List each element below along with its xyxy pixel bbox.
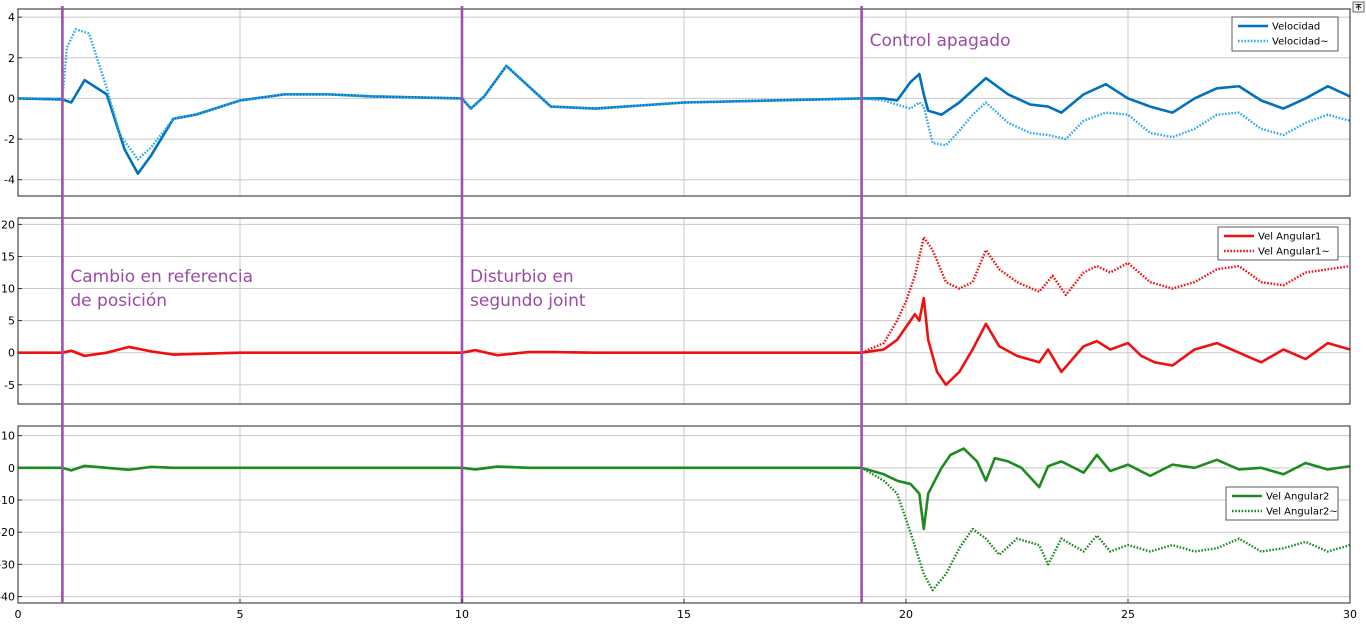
legend: Velocidad Velocidad~ [1231, 16, 1339, 52]
series-measured-line [18, 296, 1350, 387]
legend: Vel Angular1 Vel Angular1~ [1217, 226, 1339, 261]
series-estimate-line [18, 236, 1350, 358]
legend: Vel Angular2 Vel Angular2~ [1225, 486, 1339, 521]
series-estimate-line [18, 28, 1350, 161]
x-tick-label: 0 [15, 608, 22, 621]
x-tick-label: 5 [237, 608, 244, 621]
y-tick-label: 0 [8, 347, 15, 360]
series-measured-line [18, 64, 1350, 175]
y-tick-label: 10 [1, 283, 15, 296]
y-tick-label: 4 [8, 11, 15, 24]
x-tick-label: 10 [455, 608, 469, 621]
event-annotation: Cambio en referencia [70, 267, 253, 287]
panels-layer: -4-2024VelocidadVelocidad~-505101520Vel … [0, 8, 1351, 604]
panel-3: -40 -30 -20 -10 0 10 Vel Angular2 Vel Angular2~ [0, 425, 1351, 604]
y-tick-label: 10 [1, 430, 15, 443]
legend-box [1217, 226, 1339, 261]
legend-label: Velocidad [1272, 22, 1320, 33]
y-tick-label: -10 [0, 494, 15, 507]
panel-2: -5 0 5 10 15 20 Vel Angular1 Vel Angular1~ [1, 217, 1351, 405]
x-tick-label: 25 [1121, 608, 1135, 621]
y-tick-label: 20 [1, 218, 15, 231]
plot-frame [17, 217, 1351, 405]
series-estimate-line [18, 464, 1350, 592]
y-tick-label: -5 [4, 379, 15, 392]
y-tick-label: -2 [4, 133, 15, 146]
legend-label: Vel Angular1 [1258, 232, 1321, 243]
x-tick-label: 30 [1343, 608, 1357, 621]
y-tick-label: 2 [8, 52, 15, 65]
y-tick-label: 0 [8, 462, 15, 475]
x-tick-label: 20 [899, 608, 913, 621]
event-annotation: Disturbio en [470, 267, 574, 287]
event-annotation: de posición [70, 291, 167, 311]
expand-icon[interactable] [1352, 1, 1365, 13]
y-tick-label: -40 [0, 591, 15, 604]
x-axis: 0 5 10 15 20 25 30 [15, 599, 1357, 621]
legend-box [1231, 16, 1339, 52]
y-tick-label: 5 [8, 315, 15, 328]
event-annotation: segundo joint [470, 291, 586, 311]
y-tick-label: -30 [0, 558, 15, 571]
y-tick-label: -20 [0, 526, 15, 539]
y-tick-label: -4 [4, 174, 15, 187]
legend-box [1225, 486, 1339, 521]
legend-label: Vel Angular2 [1266, 492, 1329, 503]
legend-label: Vel Angular2~ [1266, 507, 1338, 518]
panel-1: -4 -2 0 2 4 Velocidad Velocidad~ [4, 8, 1351, 197]
event-annotation: Control apagado [870, 31, 1011, 51]
plot-frame [17, 8, 1351, 197]
legend-label: Velocidad~ [1272, 37, 1329, 48]
x-tick-label: 15 [677, 608, 691, 621]
y-tick-label: 0 [8, 92, 15, 105]
legend-label: Vel Angular1~ [1258, 247, 1330, 258]
y-tick-label: 15 [1, 250, 15, 263]
event-markers-layer: Cambio en referencia de posición Disturbio… [61, 6, 1011, 603]
series-measured-line [18, 447, 1350, 531]
